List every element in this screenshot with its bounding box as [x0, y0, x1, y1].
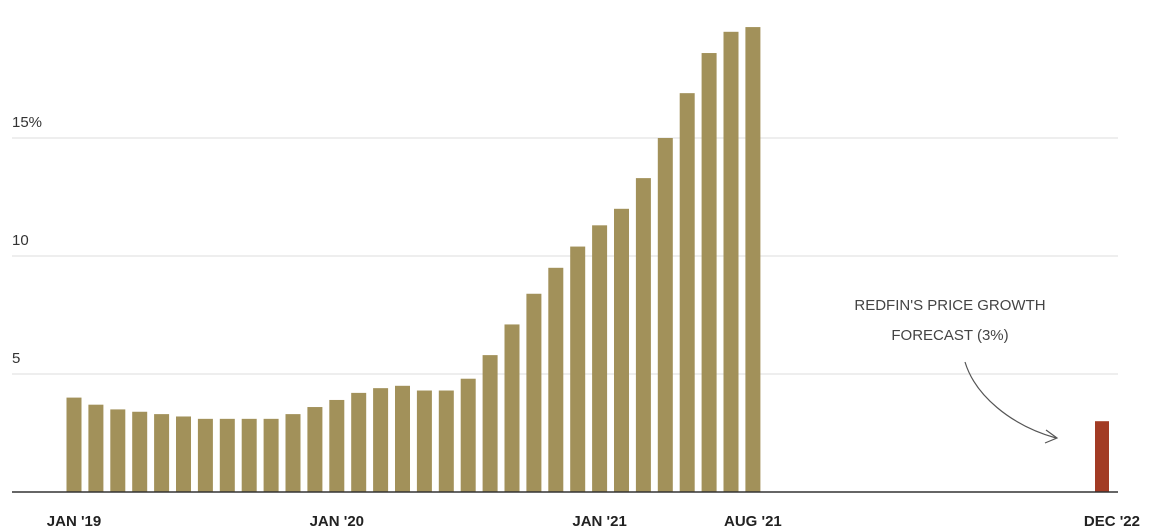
- bar: [373, 388, 389, 492]
- bar: [592, 225, 608, 492]
- bar: [438, 390, 454, 492]
- x-tick-labels: JAN '19 JAN '20 JAN '21 AUG '21 DEC '22: [47, 513, 1140, 530]
- y-tick-label: 15%: [12, 114, 42, 131]
- bar: [307, 407, 323, 492]
- bar: [482, 355, 498, 492]
- bar: [701, 53, 717, 492]
- bar: [241, 418, 257, 492]
- bar: [176, 416, 191, 492]
- gridlines: [12, 137, 1118, 375]
- annotation-line-1: REDFIN'S PRICE GROWTH: [854, 297, 1045, 314]
- bar: [460, 378, 476, 492]
- forecast-annotation: REDFIN'S PRICE GROWTH FORECAST (3%): [854, 297, 1059, 444]
- y-tick-labels: 5 10 15%: [12, 114, 42, 367]
- bar: [329, 399, 345, 492]
- bar: [526, 293, 542, 492]
- y-tick-label: 5: [12, 350, 20, 367]
- x-tick-label: JAN '19: [47, 513, 101, 530]
- bar: [504, 324, 520, 492]
- annotation-arrowhead: [1044, 429, 1059, 444]
- bar: [263, 418, 279, 492]
- forecast-bar: [1095, 421, 1109, 492]
- bar: [197, 418, 213, 492]
- x-tick-label: DEC '22: [1084, 513, 1140, 530]
- bar: [679, 93, 695, 492]
- x-tick-label: JAN '20: [310, 513, 364, 530]
- bar: [219, 418, 235, 492]
- bar: [614, 208, 629, 493]
- bar: [723, 31, 739, 493]
- bar: [154, 414, 170, 492]
- bar: [132, 411, 148, 492]
- bar: [745, 27, 761, 493]
- bar: [88, 404, 104, 492]
- x-tick-label: AUG '21: [724, 513, 782, 530]
- bar: [416, 390, 432, 492]
- bars: [66, 27, 1109, 493]
- bar: [395, 385, 410, 492]
- y-tick-label: 10: [12, 232, 29, 249]
- bar: [351, 392, 367, 492]
- annotation-line-2: FORECAST (3%): [891, 327, 1008, 344]
- bar: [657, 138, 673, 492]
- bar: [570, 246, 586, 492]
- bar: [285, 414, 301, 492]
- annotation-arrow: [964, 361, 1057, 439]
- bar: [66, 397, 82, 492]
- bar: [635, 178, 651, 492]
- x-tick-label: JAN '21: [572, 513, 626, 530]
- bar: [110, 409, 126, 492]
- bar: [548, 267, 564, 492]
